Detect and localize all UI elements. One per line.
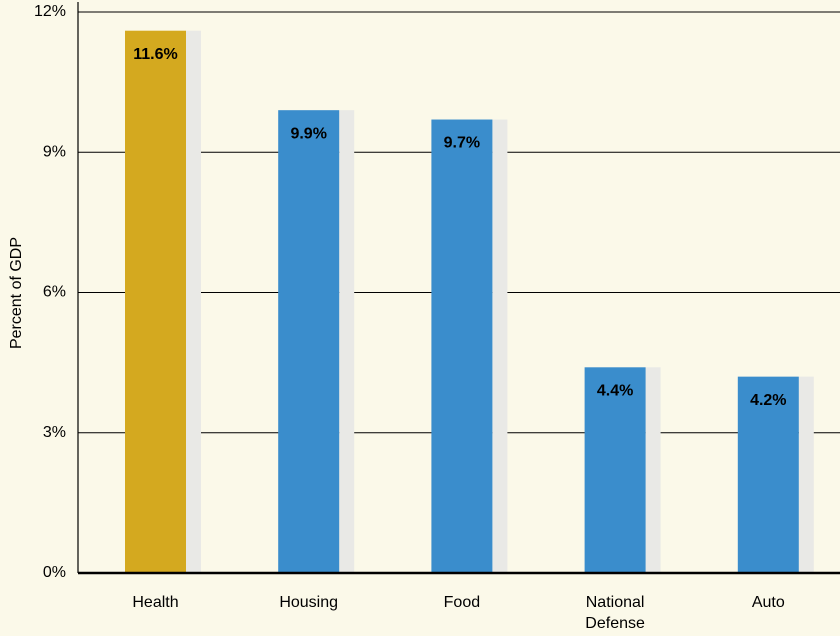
bar-shadow: [798, 376, 814, 573]
bar: [431, 119, 493, 574]
y-tick-label: 6%: [43, 284, 66, 301]
bar: [278, 110, 340, 574]
value-label: 9.7%: [444, 135, 480, 152]
bar: [125, 30, 186, 573]
y-tick-label: 12%: [34, 3, 66, 20]
value-label: 9.9%: [290, 125, 326, 142]
y-tick-label: 9%: [43, 143, 66, 160]
bar-shadow: [645, 367, 661, 573]
y-axis-title: Percent of GDP: [8, 237, 25, 349]
bar-shadow: [492, 119, 508, 574]
value-label: 4.4%: [597, 383, 633, 400]
bar: [737, 376, 799, 573]
bar: [584, 367, 646, 573]
y-tick-label: 3%: [43, 424, 66, 441]
x-tick-label: Food: [443, 594, 481, 611]
value-label: 4.2%: [750, 392, 786, 409]
bar-shadow: [186, 30, 201, 573]
y-tick-label: 0%: [43, 564, 66, 581]
x-tick-label: National Defense: [585, 594, 645, 632]
x-tick-label: Health: [132, 594, 179, 611]
bar-shadow: [339, 110, 355, 574]
x-tick-label: Housing: [279, 594, 339, 611]
x-tick-label: Auto: [751, 594, 785, 611]
value-label: 11.6%: [133, 46, 177, 63]
